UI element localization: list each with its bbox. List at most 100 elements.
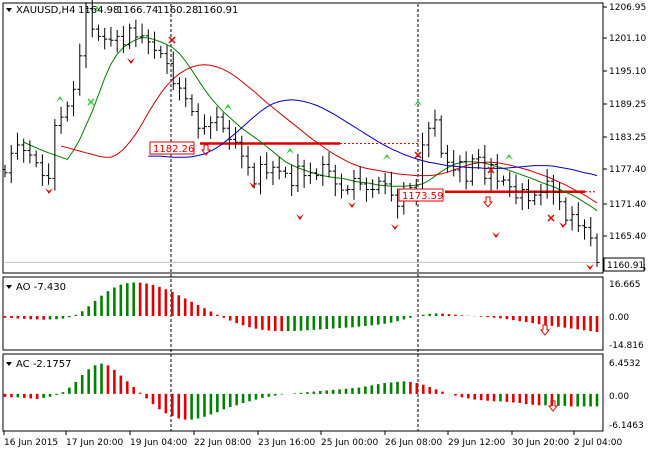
collapse-arrow-icon[interactable] (6, 8, 12, 12)
ao-y-tick-label: 0.00 (609, 313, 629, 323)
fractal-up-icon (286, 148, 294, 154)
fractal-down-icon (391, 224, 399, 230)
ac-panel-frame (2, 353, 604, 432)
fractal-up-icon (505, 154, 513, 160)
ohlc-bar (33, 150, 39, 168)
ohlc-bar (357, 166, 363, 191)
level-label-box-2 (398, 188, 444, 202)
ohlc-bar (120, 26, 126, 54)
ohlc-bar (46, 163, 52, 185)
ohlc-bar (563, 197, 569, 225)
ohlc-bar (345, 185, 351, 195)
ohlc-bar (2, 165, 8, 178)
period-separators (170, 4, 419, 431)
arrow-down-icon (547, 400, 559, 412)
ohlc-bar (494, 154, 500, 190)
ac-y-tick-label: 6.4532 (609, 359, 641, 369)
main-panel-frame (2, 2, 604, 274)
ohlc-bar (270, 160, 276, 186)
ohlc-bar (588, 217, 594, 247)
ohlc-bar (58, 106, 64, 134)
ohlc-bar (152, 31, 158, 59)
ao-panel-frame (2, 276, 604, 351)
ohlc-bar (575, 202, 581, 233)
fractal-down-icon (249, 182, 257, 188)
ohlc-high: 1166.74 (117, 5, 158, 16)
x-tick-label: 25 Jun 00:00 (321, 438, 378, 448)
ohlc-bar (388, 171, 394, 202)
ohlc-bar (370, 179, 376, 198)
ohlc-bar (145, 29, 151, 55)
ohlc-bar (476, 148, 482, 170)
ohlc-bar (27, 140, 33, 164)
cross-icon (547, 214, 555, 222)
ohlc-bar (307, 162, 313, 184)
ohlc-bar (326, 152, 332, 178)
ac-collapse-arrow-icon[interactable] (6, 362, 12, 366)
ohlc-bar (233, 127, 239, 149)
ohlc-bar (513, 174, 519, 205)
ohlc-bar (320, 156, 326, 186)
arrow-down-icon (482, 196, 494, 208)
ohlc-bar (582, 219, 588, 240)
ohlc-bar (301, 159, 307, 188)
ohlc-bar (208, 116, 214, 139)
fractal-up-icon (414, 100, 422, 106)
ao-label: AO -7.430 (16, 282, 66, 293)
ohlc-bar (532, 190, 538, 206)
ohlc-bar (264, 152, 270, 180)
ohlc-bar (170, 51, 176, 91)
level-label-box-1 (149, 141, 195, 155)
ohlc-bar (339, 173, 345, 199)
ao-y-tick-label: -14.816 (609, 341, 644, 351)
ohlc-bar (39, 154, 45, 186)
ohlc-bar (195, 103, 201, 139)
x-tick-label: 22 Jun 08:00 (194, 438, 251, 448)
level-label-1: 1182.26 (153, 144, 194, 155)
x-axis-ticks: 16 Jun 2015 17 Jun 20:00 19 Jun 04:00 22 Ju… (3, 431, 623, 448)
ohlc-bar (501, 175, 507, 186)
ohlc-bar (457, 155, 463, 183)
fractal-up-icon (93, 6, 101, 12)
ohlc-bar (276, 156, 282, 180)
ohlc-bar (8, 144, 14, 184)
y-tick-label: 1171.40 (609, 200, 646, 210)
ohlc-bar (538, 183, 544, 206)
y-tick-label: 1183.25 (609, 133, 646, 143)
ohlc-bar (314, 168, 320, 181)
ohlc-bar (525, 179, 531, 210)
x-tick-label: 26 Jun 08:00 (385, 438, 442, 448)
y-tick-label: 1189.25 (609, 100, 646, 110)
ao-collapse-arrow-icon[interactable] (6, 285, 12, 289)
y-axis-ticks: 1206.95 1201.10 1195.10 1189.25 1183.25 1177.… (603, 3, 646, 431)
x-tick-label: 29 Jun 12:00 (448, 438, 505, 448)
ohlc-bar (451, 149, 457, 177)
x-tick-label: 23 Jun 16:00 (258, 438, 315, 448)
ohlc-bar (463, 151, 469, 190)
arrow-down-icon (200, 144, 212, 156)
fractal-up-icon (56, 96, 64, 102)
ohlc-bar (164, 45, 170, 74)
cross-icon (414, 151, 422, 159)
ohlc-bar (52, 119, 58, 191)
ohlc-bar (507, 171, 513, 198)
ma-line-2 (60, 64, 598, 204)
ohlc-bar (64, 101, 70, 122)
ohlc-bar (295, 153, 301, 193)
ohlc-bar (108, 26, 114, 47)
ohlc-bar (488, 158, 494, 191)
ohlc-bar (557, 182, 563, 211)
ohlc-bar (239, 135, 245, 169)
current-price-label: 1160.91 (607, 261, 644, 271)
y-tick-label: 1201.10 (609, 34, 646, 44)
ohlc-bar (71, 80, 77, 117)
fractal-up-icon (383, 154, 391, 160)
x-tick-label: 2 Jul 04:00 (574, 438, 623, 448)
ohlc-bar (395, 188, 401, 219)
ohlc-bar (351, 170, 357, 200)
ohlc-bar (95, 24, 101, 41)
ohlc-bar (114, 29, 120, 53)
y-tick-label: 1206.95 (609, 3, 646, 13)
